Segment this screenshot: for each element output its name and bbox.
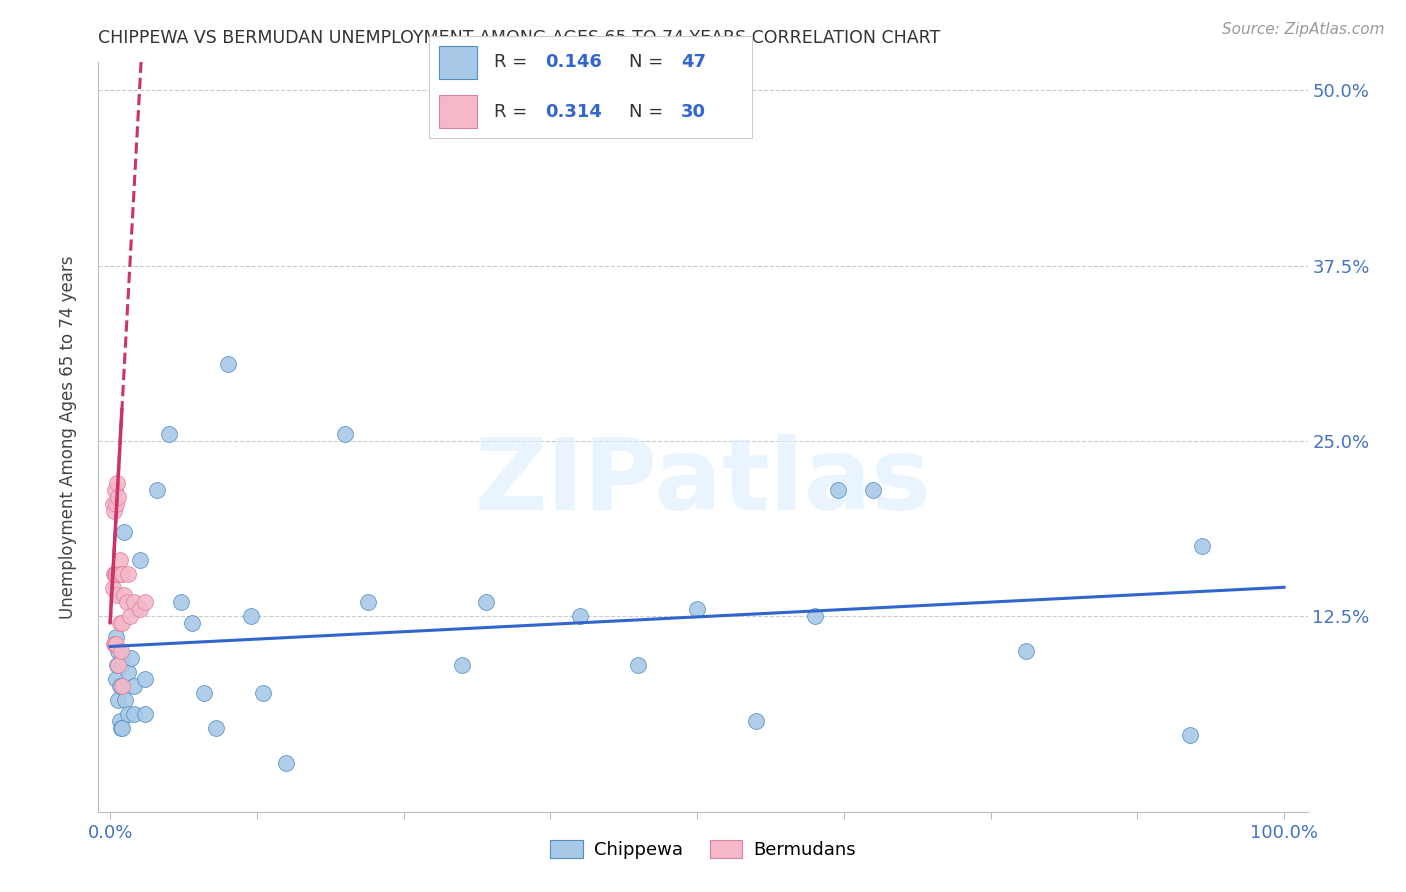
Point xyxy=(827,483,849,497)
Point xyxy=(333,426,356,441)
Point xyxy=(104,566,127,581)
Text: 30: 30 xyxy=(681,103,706,120)
Point xyxy=(110,721,132,735)
Text: CHIPPEWA VS BERMUDAN UNEMPLOYMENT AMONG AGES 65 TO 74 YEARS CORRELATION CHART: CHIPPEWA VS BERMUDAN UNEMPLOYMENT AMONG … xyxy=(98,29,941,47)
Point xyxy=(627,657,650,672)
Point xyxy=(112,524,135,539)
Point xyxy=(128,552,150,566)
Point xyxy=(122,594,145,608)
Point xyxy=(568,608,591,623)
Point xyxy=(862,483,884,497)
Point xyxy=(103,503,125,517)
Point xyxy=(122,706,145,721)
Text: 47: 47 xyxy=(681,54,706,71)
Point xyxy=(105,657,128,672)
Point xyxy=(104,637,127,651)
Point xyxy=(107,566,129,581)
Bar xyxy=(439,95,478,128)
Text: R =: R = xyxy=(494,54,533,71)
Point xyxy=(108,615,131,630)
Point xyxy=(157,426,180,441)
Point xyxy=(108,714,131,728)
Point xyxy=(107,692,129,706)
Point xyxy=(111,615,134,630)
Point xyxy=(105,566,128,581)
Point xyxy=(181,615,204,630)
Point xyxy=(105,637,128,651)
Point xyxy=(103,566,125,581)
Point xyxy=(111,721,134,735)
Point xyxy=(193,686,215,700)
Text: Source: ZipAtlas.com: Source: ZipAtlas.com xyxy=(1222,22,1385,37)
Point xyxy=(134,594,156,608)
Point xyxy=(122,679,145,693)
Point xyxy=(128,601,150,615)
Point xyxy=(101,497,124,511)
Point xyxy=(111,679,134,693)
Point xyxy=(107,643,129,657)
Point xyxy=(120,608,142,623)
Text: N =: N = xyxy=(630,54,669,71)
Y-axis label: Unemployment Among Ages 65 to 74 years: Unemployment Among Ages 65 to 74 years xyxy=(59,255,77,619)
Point xyxy=(111,650,134,665)
Point xyxy=(114,692,136,706)
Text: 0.146: 0.146 xyxy=(546,54,602,71)
Point xyxy=(110,643,132,657)
Point xyxy=(110,657,132,672)
Point xyxy=(111,566,134,581)
Point xyxy=(146,483,169,497)
Point xyxy=(686,601,709,615)
Point xyxy=(125,601,148,615)
Point xyxy=(357,594,380,608)
Point xyxy=(803,608,825,623)
Legend: Chippewa, Bermudans: Chippewa, Bermudans xyxy=(543,832,863,866)
Text: R =: R = xyxy=(494,103,533,120)
Point xyxy=(108,679,131,693)
Point xyxy=(112,588,135,602)
Point xyxy=(169,594,191,608)
Point xyxy=(111,679,134,693)
Point xyxy=(103,637,125,651)
Point xyxy=(101,581,124,595)
Point xyxy=(134,706,156,721)
Point xyxy=(475,594,498,608)
Point xyxy=(105,588,128,602)
Point xyxy=(105,672,128,686)
Point xyxy=(745,714,768,728)
Point xyxy=(240,608,263,623)
Point xyxy=(105,497,128,511)
Point xyxy=(252,686,274,700)
Point xyxy=(217,357,239,371)
Point xyxy=(105,475,128,490)
Point xyxy=(276,756,298,770)
Text: ZIPatlas: ZIPatlas xyxy=(475,434,931,531)
Point xyxy=(451,657,474,672)
Point xyxy=(134,672,156,686)
Point xyxy=(204,721,226,735)
Point xyxy=(107,657,129,672)
Point xyxy=(1180,728,1202,742)
Text: N =: N = xyxy=(630,103,669,120)
Point xyxy=(120,650,142,665)
Point xyxy=(104,483,127,497)
Point xyxy=(117,706,139,721)
Point xyxy=(117,566,139,581)
Point xyxy=(117,665,139,679)
Point xyxy=(105,630,128,644)
Point xyxy=(1015,643,1038,657)
Bar xyxy=(439,45,478,78)
Point xyxy=(1191,539,1213,553)
Point xyxy=(115,594,138,608)
Text: 0.314: 0.314 xyxy=(546,103,602,120)
Point xyxy=(107,490,129,504)
Point xyxy=(110,566,132,581)
Point xyxy=(108,552,131,566)
